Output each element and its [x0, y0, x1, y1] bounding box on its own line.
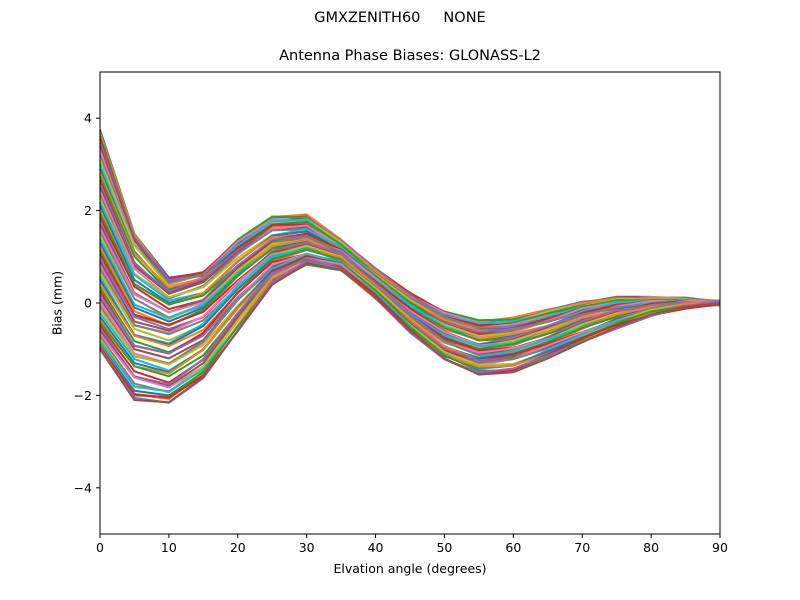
x-tick-label: 40	[368, 540, 384, 555]
x-tick-label: 20	[230, 540, 246, 555]
data-series-lines	[99, 129, 721, 404]
series-line	[99, 238, 721, 342]
series-line	[99, 263, 721, 398]
x-tick-label: 90	[712, 540, 728, 555]
x-tick-label: 70	[574, 540, 590, 555]
y-tick-label: 0	[84, 296, 92, 311]
x-tick-label: 60	[505, 540, 521, 555]
x-axis-label: Elvation angle (degrees)	[333, 561, 487, 576]
y-tick-label: −4	[74, 480, 92, 495]
series-line	[99, 258, 721, 375]
x-tick-label: 80	[643, 540, 659, 555]
series-line	[99, 246, 721, 350]
y-axis-ticks: −4 −2 0 2 4	[74, 111, 100, 495]
series-line	[99, 259, 721, 404]
y-tick-label: 2	[84, 203, 92, 218]
x-tick-label: 30	[299, 540, 315, 555]
series-line	[99, 212, 721, 336]
x-tick-label: 50	[436, 540, 452, 555]
x-tick-label: 0	[96, 540, 104, 555]
y-tick-label: −2	[74, 388, 92, 403]
x-tick-label: 10	[161, 540, 177, 555]
x-axis-ticks: 0 10 20 30 40 50 60 70 80 90	[96, 534, 728, 555]
y-tick-label: 4	[84, 111, 92, 126]
series-line	[99, 154, 721, 328]
figure-suptitle: GMXZENITH60 NONE	[314, 10, 486, 26]
series-line	[99, 254, 721, 356]
chart-title: Antenna Phase Biases: GLONASS-L2	[279, 48, 541, 64]
series-line	[99, 243, 721, 346]
series-line	[99, 198, 721, 333]
series-line	[99, 262, 721, 404]
